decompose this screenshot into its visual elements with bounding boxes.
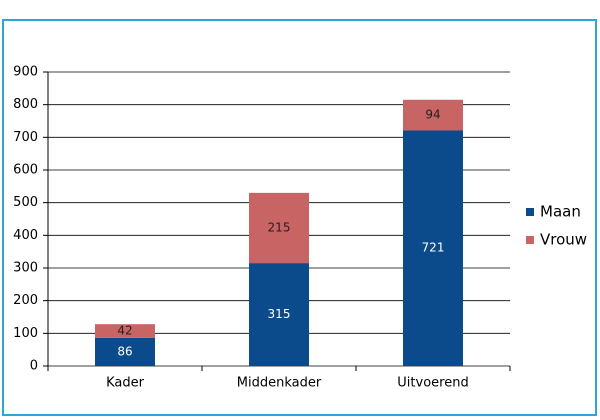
data-label: 42 [117, 324, 132, 338]
y-tick-label: 0 [30, 359, 38, 374]
x-tick-label: Uitvoerend [397, 376, 468, 391]
bar-segment [95, 324, 155, 338]
y-tick-label: 400 [13, 228, 38, 243]
data-label: 315 [268, 307, 291, 321]
y-tick-label: 300 [13, 261, 38, 276]
bar-segment [95, 337, 155, 366]
y-tick-label: 600 [13, 163, 38, 178]
bar-segment [403, 99, 463, 131]
y-tick-label: 500 [13, 195, 38, 210]
legend-label: Vrouw [540, 231, 587, 249]
x-tick-label: Middenkader [237, 376, 322, 391]
y-tick-label: 700 [13, 130, 38, 145]
legend-label: Maan [540, 203, 581, 221]
y-tick-label: 200 [13, 293, 38, 308]
data-label: 721 [422, 241, 445, 255]
y-tick-label: 800 [13, 97, 38, 112]
x-tick-label: Kader [106, 376, 145, 391]
bar-segment [249, 263, 309, 366]
bar-segment [249, 192, 309, 264]
data-label: 215 [268, 220, 291, 234]
data-label: 86 [117, 344, 132, 358]
data-label: 94 [425, 108, 440, 122]
y-tick-label: 900 [13, 65, 38, 80]
y-tick-label: 100 [13, 326, 38, 341]
legend-swatch [526, 236, 534, 244]
bar-segment [403, 130, 463, 366]
legend-swatch [526, 208, 534, 216]
